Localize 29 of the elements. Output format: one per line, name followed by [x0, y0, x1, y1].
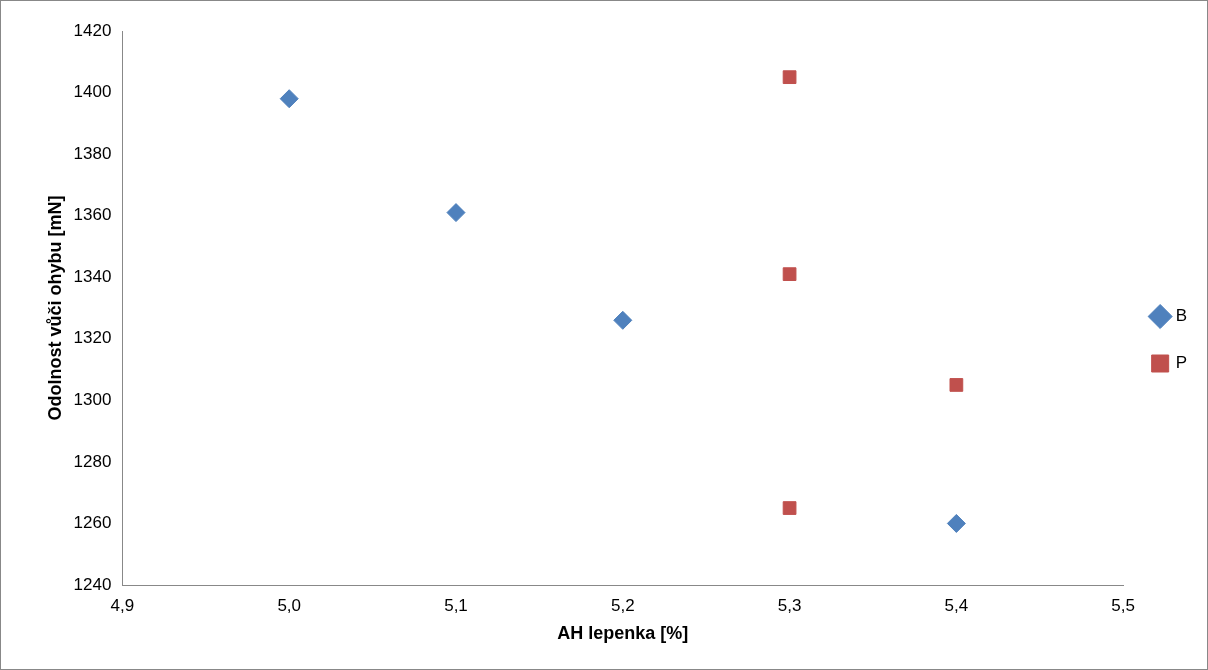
y-tick-label: 1420 [73, 20, 112, 40]
x-tick-label: 5,3 [777, 595, 802, 615]
point [279, 89, 299, 109]
point [613, 310, 633, 330]
x-tick-label: 5,5 [1111, 595, 1135, 615]
point [949, 378, 964, 392]
y-tick-label: 1300 [73, 390, 112, 410]
x-tick-label: 5,1 [444, 595, 468, 615]
point [782, 70, 797, 85]
y-tick-label: 1320 [73, 328, 112, 348]
x-axis-title: AH lepenka [%] [557, 623, 689, 644]
legend-label: B [1175, 306, 1187, 326]
x-tick-label: 5,4 [944, 595, 969, 615]
y-tick-label: 1280 [73, 451, 112, 471]
x-tick-label: 4,9 [110, 595, 135, 615]
point [446, 203, 466, 223]
point [782, 267, 797, 282]
y-tick-label: 1380 [73, 143, 112, 163]
x-tick-label: 5,0 [277, 595, 302, 615]
y-axis-title: Odolnost vůči ohybu [mN] [44, 195, 65, 421]
point [782, 501, 797, 515]
legend-label: P [1175, 353, 1187, 373]
point [946, 513, 966, 533]
y-tick-label: 1340 [73, 266, 112, 286]
y-tick-label: 1400 [73, 82, 112, 102]
y-tick-label: 1260 [73, 513, 112, 533]
y-tick-label: 1240 [73, 574, 112, 594]
y-tick-label: 1360 [73, 205, 112, 225]
x-tick-label: 5,2 [610, 595, 635, 615]
